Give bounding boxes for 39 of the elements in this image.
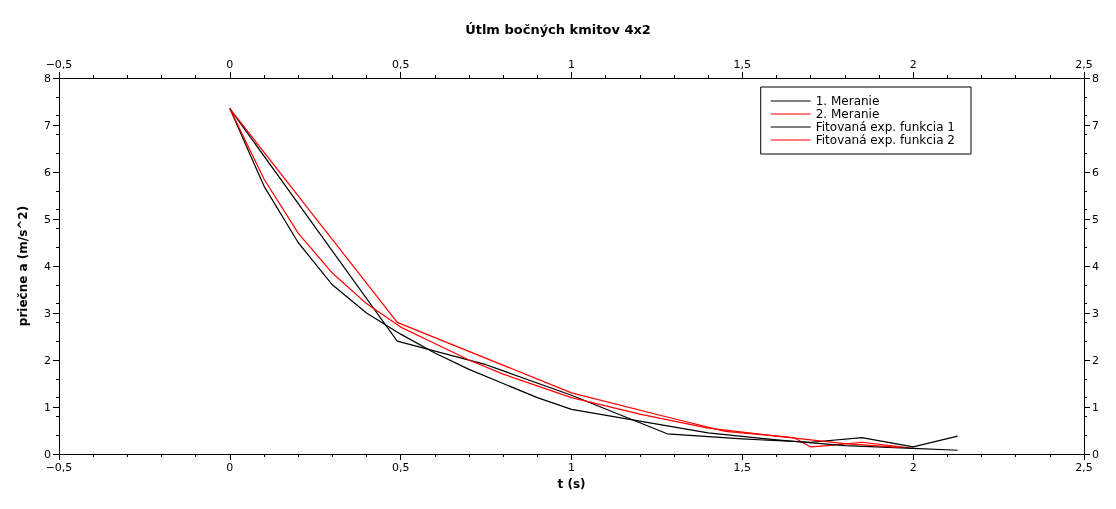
y2-tick-label: 5 — [1092, 212, 1099, 226]
y2-tick-label: 4 — [1092, 259, 1099, 273]
x-axis-title: t (s) — [557, 477, 586, 491]
legend-label: Fitovaná exp. funkcia 2 — [815, 133, 955, 147]
y-tick-label: 2 — [44, 353, 51, 367]
x-tick-label: 1,5 — [733, 461, 752, 474]
x-tick-label: 0 — [226, 461, 234, 474]
legend-label: 2. Meranie — [815, 107, 880, 121]
y-tick-label: 5 — [44, 212, 51, 226]
x-tick-label: −0,5 — [45, 461, 73, 474]
y2-tick-label: 0 — [1092, 447, 1099, 461]
x2-tick-label: 2,5 — [1075, 58, 1093, 71]
y-tick-label: 7 — [44, 118, 51, 132]
y-tick-label: 8 — [44, 71, 51, 85]
y2-tick-label: 7 — [1092, 118, 1099, 132]
legend-label: 1. Meranie — [815, 94, 880, 108]
y-axis-title: priečne a (m/s^2) — [16, 205, 30, 327]
chart-title: Útlm bočných kmitov 4x2 — [465, 22, 651, 37]
x-tick-label: 0,5 — [391, 461, 410, 474]
x2-tick-label: 1,5 — [733, 58, 752, 71]
x-tick-label: 2,5 — [1075, 461, 1093, 474]
legend-label: Fitovaná exp. funkcia 1 — [815, 120, 955, 134]
y-tick-label: 0 — [44, 447, 51, 461]
y2-tick-label: 3 — [1092, 306, 1099, 320]
x2-tick-label: 2 — [909, 58, 917, 71]
y-tick-label: 6 — [44, 165, 51, 179]
y2-tick-label: 2 — [1092, 353, 1099, 367]
x-tick-label: 1 — [568, 461, 575, 474]
y-tick-label: 4 — [44, 259, 51, 273]
x2-tick-label: 0,5 — [391, 58, 410, 71]
y-tick-label: 3 — [44, 306, 51, 320]
x2-tick-label: 0 — [226, 58, 234, 71]
x-tick-label: 2 — [909, 461, 917, 474]
y2-tick-label: 6 — [1092, 165, 1099, 179]
y2-tick-label: 1 — [1092, 400, 1099, 414]
x2-tick-label: −0,5 — [45, 58, 73, 71]
y-tick-label: 1 — [44, 400, 51, 414]
y2-tick-label: 8 — [1092, 71, 1099, 85]
x2-tick-label: 1 — [568, 58, 575, 71]
